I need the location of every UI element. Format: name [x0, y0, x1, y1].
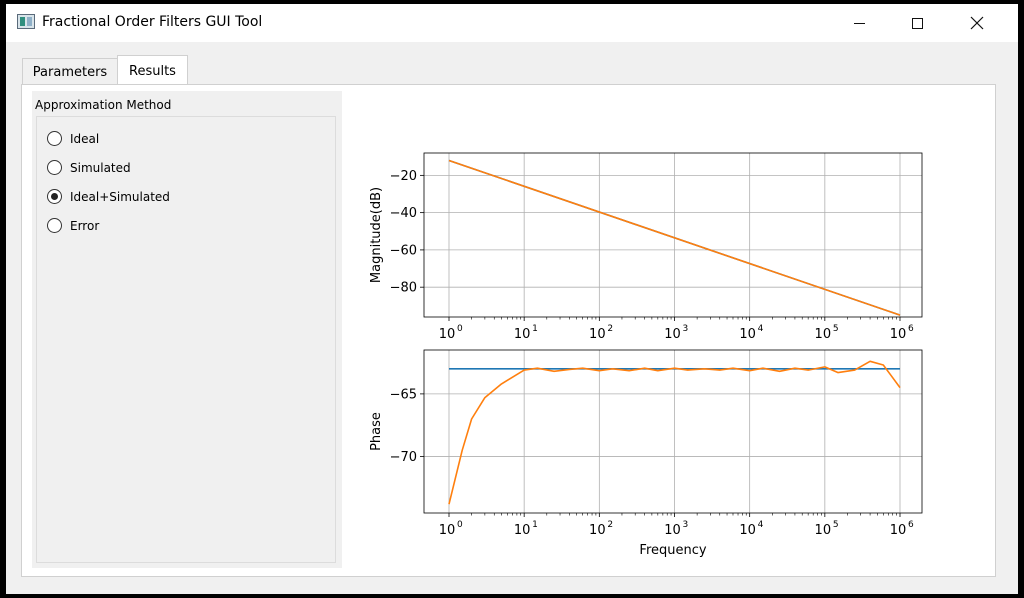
radio-ideal[interactable]: Ideal: [47, 131, 99, 146]
magnitude-xtick-label: 10: [739, 327, 756, 342]
phase-ylabel: Phase: [369, 412, 384, 451]
maximize-icon: [911, 17, 923, 29]
radio-label-ideal-simulated: Ideal+Simulated: [70, 189, 170, 204]
phase-xtick-exponent: 4: [758, 520, 764, 530]
radio-label-error: Error: [70, 218, 100, 233]
magnitude-xtick-exponent: 3: [683, 324, 689, 334]
close-button[interactable]: [948, 4, 1006, 42]
magnitude-series-simulated: [448, 159, 901, 316]
phase-xtick-label: 10: [439, 523, 456, 538]
magnitude-xtick-exponent: 6: [908, 324, 914, 334]
radio-label-ideal: Ideal: [70, 131, 100, 146]
phase-xtick-exponent: 6: [908, 520, 914, 530]
phase-axes-frame: [423, 349, 923, 514]
phase-xtick-label: 10: [890, 523, 907, 538]
phase-xtick-label: 10: [514, 523, 531, 538]
phase-xlabel: Frequency: [639, 543, 706, 558]
magnitude-xtick-label: 10: [815, 327, 832, 342]
radio-button-simulated[interactable]: [47, 160, 62, 175]
window-title: Fractional Order Filters GUI Tool: [42, 14, 263, 30]
approximation-method-group: Ideal Simulated Ideal+Simulated Error: [36, 116, 336, 563]
radio-button-ideal-simulated[interactable]: [47, 189, 62, 204]
radio-button-error[interactable]: [47, 218, 62, 233]
magnitude-xtick-label: 10: [514, 327, 531, 342]
approximation-method-label: Approximation Method: [35, 98, 172, 112]
close-icon: [970, 16, 984, 30]
phase-xtick-label: 10: [664, 523, 681, 538]
tab-results[interactable]: Results: [117, 55, 188, 87]
magnitude-ytick-label: −60: [390, 243, 417, 258]
results-pane: Approximation Method Ideal Simulated Ide…: [21, 84, 996, 577]
radio-simulated[interactable]: Simulated: [47, 160, 131, 175]
magnitude-xtick-exponent: 4: [758, 324, 764, 334]
maximize-button[interactable]: [888, 4, 946, 42]
radio-error[interactable]: Error: [47, 218, 99, 233]
radio-ideal-simulated[interactable]: Ideal+Simulated: [47, 189, 170, 204]
magnitude-xtick-exponent: 0: [457, 324, 463, 334]
phase-ytick-label: −65: [390, 387, 417, 402]
radio-label-simulated: Simulated: [70, 160, 131, 175]
phase-ytick-label: −70: [390, 450, 417, 465]
magnitude-xtick-label: 10: [890, 327, 907, 342]
magnitude-axes-frame: [423, 152, 923, 318]
minimize-button[interactable]: [830, 4, 888, 42]
bode-plot-area: −20 −40 −60 −80 10 0 10 1 10 2 10 3 10 4 10 5 10 6 Magnitu…: [342, 97, 982, 571]
minimize-icon: [853, 22, 865, 24]
magnitude-xtick-label: 10: [439, 327, 456, 342]
phase-xtick-label: 10: [739, 523, 756, 538]
title-bar[interactable]: Fractional Order Filters GUI Tool: [6, 4, 1018, 42]
app-icon: [17, 14, 35, 29]
phase-xtick-exponent: 1: [532, 520, 538, 530]
phase-xtick-label: 10: [815, 523, 832, 538]
magnitude-xtick-label: 10: [664, 327, 681, 342]
app-window: Fractional Order Filters GUI Tool Parame…: [6, 4, 1018, 594]
magnitude-xtick-exponent: 5: [833, 324, 839, 334]
magnitude-ytick-label: −20: [390, 169, 417, 184]
magnitude-xtick-exponent: 1: [532, 324, 538, 334]
magnitude-xtick-label: 10: [589, 327, 606, 342]
magnitude-ylabel: Magnitude(dB): [369, 187, 384, 283]
phase-xtick-exponent: 2: [607, 520, 613, 530]
phase-series-simulated: [448, 360, 901, 505]
phase-xtick-label: 10: [589, 523, 606, 538]
tab-parameters[interactable]: Parameters: [22, 58, 118, 85]
phase-xtick-exponent: 5: [833, 520, 839, 530]
phase-xtick-exponent: 3: [683, 520, 689, 530]
magnitude-xtick-exponent: 2: [607, 324, 613, 334]
magnitude-ytick-label: −80: [390, 281, 417, 296]
phase-xtick-exponent: 0: [457, 520, 463, 530]
radio-button-ideal[interactable]: [47, 131, 62, 146]
approximation-panel: Approximation Method Ideal Simulated Ide…: [32, 91, 342, 568]
magnitude-ytick-label: −40: [390, 206, 417, 221]
